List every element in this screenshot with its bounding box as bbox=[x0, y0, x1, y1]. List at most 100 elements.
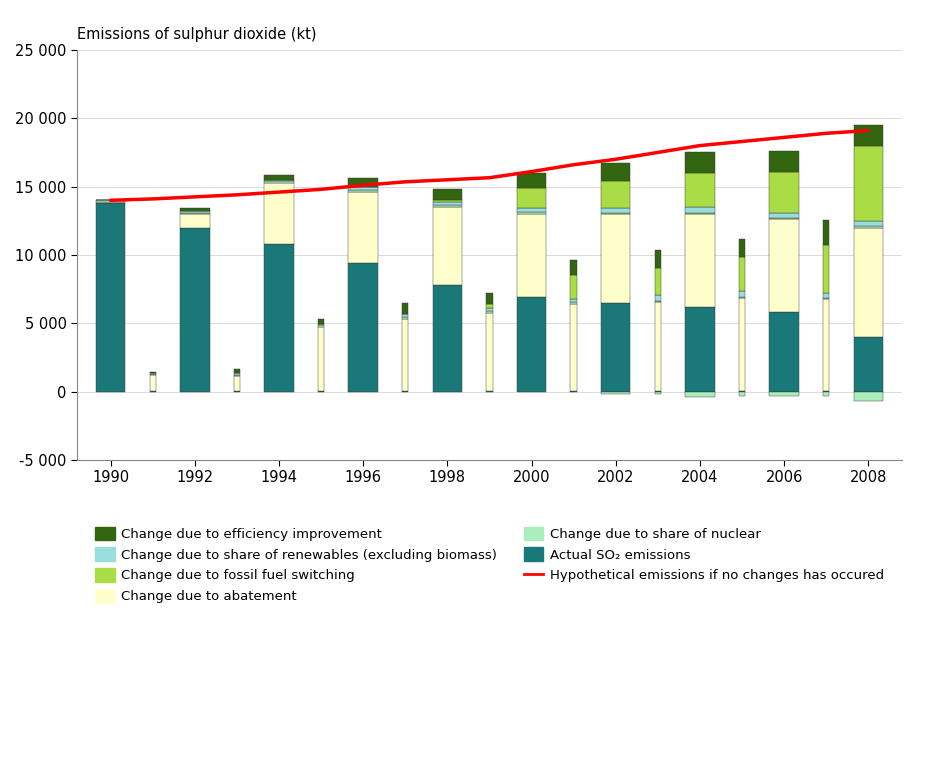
Bar bbox=[517, 298, 546, 392]
Bar bbox=[601, 303, 631, 392]
Bar bbox=[149, 374, 156, 375]
Bar bbox=[655, 268, 661, 295]
Bar bbox=[853, 392, 883, 401]
Bar bbox=[264, 175, 294, 180]
Bar bbox=[264, 180, 294, 181]
Bar bbox=[234, 374, 240, 376]
Bar bbox=[685, 153, 714, 173]
Bar bbox=[486, 305, 493, 309]
Bar bbox=[517, 188, 546, 208]
Bar bbox=[570, 261, 577, 276]
Bar bbox=[739, 297, 745, 298]
Bar bbox=[180, 213, 210, 214]
Bar bbox=[486, 309, 493, 311]
Bar bbox=[96, 203, 125, 392]
Bar bbox=[853, 226, 883, 228]
Bar bbox=[96, 202, 125, 203]
Bar bbox=[402, 319, 408, 391]
Bar bbox=[770, 312, 799, 392]
Bar bbox=[264, 182, 294, 244]
Bar bbox=[349, 192, 378, 263]
Bar bbox=[823, 299, 829, 391]
Bar bbox=[739, 240, 745, 257]
Bar bbox=[601, 181, 631, 208]
Bar bbox=[318, 326, 324, 327]
Bar bbox=[601, 208, 631, 213]
Bar bbox=[685, 214, 714, 307]
Bar bbox=[149, 372, 156, 373]
Bar bbox=[486, 294, 493, 305]
Bar bbox=[655, 302, 661, 391]
Bar bbox=[770, 171, 799, 213]
Bar bbox=[685, 213, 714, 214]
Bar bbox=[432, 285, 462, 392]
Bar bbox=[402, 314, 408, 316]
Bar bbox=[853, 228, 883, 337]
Bar bbox=[823, 220, 829, 245]
Bar bbox=[402, 303, 408, 314]
Bar bbox=[264, 181, 294, 182]
Bar bbox=[570, 302, 577, 304]
Bar bbox=[517, 212, 546, 214]
Bar bbox=[517, 214, 546, 298]
Bar bbox=[655, 392, 661, 394]
Bar bbox=[570, 299, 577, 302]
Bar bbox=[770, 392, 799, 395]
Bar bbox=[685, 392, 714, 397]
Bar bbox=[739, 291, 745, 297]
Bar bbox=[96, 200, 125, 202]
Bar bbox=[486, 313, 493, 391]
Bar bbox=[601, 214, 631, 303]
Bar bbox=[655, 295, 661, 301]
Bar bbox=[823, 298, 829, 299]
Bar bbox=[770, 219, 799, 312]
Bar bbox=[853, 337, 883, 392]
Bar bbox=[655, 301, 661, 302]
Bar bbox=[739, 298, 745, 391]
Bar bbox=[402, 316, 408, 319]
Bar bbox=[853, 125, 883, 146]
Bar bbox=[432, 207, 462, 285]
Bar bbox=[570, 276, 577, 299]
Bar bbox=[149, 375, 156, 391]
Bar bbox=[685, 207, 714, 213]
Bar bbox=[770, 218, 799, 219]
Bar bbox=[655, 251, 661, 268]
Bar bbox=[349, 263, 378, 392]
Bar bbox=[823, 293, 829, 298]
Bar bbox=[823, 245, 829, 293]
Legend: Change due to efficiency improvement, Change due to share of renewables (excludi: Change due to efficiency improvement, Ch… bbox=[88, 520, 890, 610]
Bar bbox=[739, 392, 745, 396]
Bar bbox=[432, 189, 462, 200]
Text: Emissions of sulphur dioxide (kt): Emissions of sulphur dioxide (kt) bbox=[77, 27, 316, 41]
Bar bbox=[318, 324, 324, 326]
Bar bbox=[853, 221, 883, 226]
Bar bbox=[601, 164, 631, 181]
Bar bbox=[234, 373, 240, 374]
Bar bbox=[349, 187, 378, 190]
Bar bbox=[739, 257, 745, 291]
Bar bbox=[601, 213, 631, 214]
Bar bbox=[770, 151, 799, 171]
Bar bbox=[180, 208, 210, 211]
Bar bbox=[349, 179, 378, 187]
Bar bbox=[349, 190, 378, 192]
Bar bbox=[770, 213, 799, 218]
Bar bbox=[318, 327, 324, 391]
Bar bbox=[517, 208, 546, 212]
Bar bbox=[517, 173, 546, 188]
Bar bbox=[685, 173, 714, 207]
Bar bbox=[570, 304, 577, 391]
Bar bbox=[823, 392, 829, 395]
Bar bbox=[432, 200, 462, 202]
Bar bbox=[853, 146, 883, 221]
Bar bbox=[432, 205, 462, 207]
Bar bbox=[180, 211, 210, 213]
Bar bbox=[180, 228, 210, 392]
Bar bbox=[318, 319, 324, 324]
Bar bbox=[432, 202, 462, 205]
Bar bbox=[685, 307, 714, 392]
Bar bbox=[234, 369, 240, 373]
Bar bbox=[264, 244, 294, 392]
Bar bbox=[601, 392, 631, 395]
